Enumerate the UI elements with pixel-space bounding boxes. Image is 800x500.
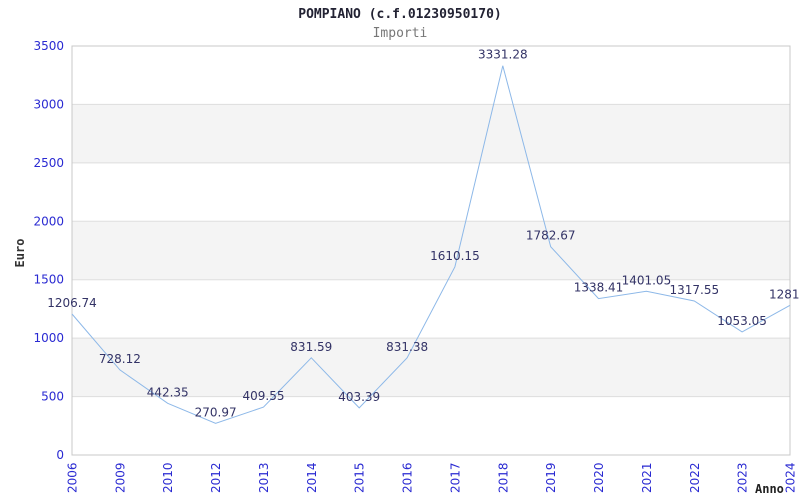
x-axis-title: Anno	[755, 482, 784, 496]
y-tick-label: 1500	[33, 273, 64, 287]
page-title: POMPIANO (c.f.01230950170)	[298, 7, 502, 22]
data-point-label: 409.55	[243, 389, 285, 403]
data-point-label: 1338.41	[574, 281, 624, 295]
data-point-label: 1610.15	[430, 249, 480, 263]
x-tick-label: 2010	[161, 462, 175, 493]
data-point-label: 831.38	[386, 340, 428, 354]
grid-band	[72, 221, 790, 280]
chart-subtitle: Importi	[372, 26, 428, 41]
data-point-label: 1206.74	[47, 296, 97, 310]
data-line	[71, 65, 791, 424]
x-tick-label: 2021	[640, 462, 654, 493]
x-tick-label: 2014	[305, 462, 319, 493]
data-point-label: 1317.55	[669, 283, 719, 297]
data-point-label: 442.35	[147, 385, 189, 399]
data-point-label: 728.12	[99, 352, 141, 366]
x-tick-label: 2017	[448, 462, 462, 493]
data-point-label: 1782.67	[526, 229, 576, 243]
x-tick-label: 2006	[66, 462, 80, 493]
x-tick-label: 2012	[209, 462, 223, 493]
grid-band	[72, 338, 790, 397]
data-point-label: 831.59	[290, 340, 332, 354]
x-tick-label: 2020	[592, 462, 606, 493]
data-point-label: 403.39	[338, 390, 380, 404]
data-point-label: 1281.3	[769, 287, 800, 301]
x-tick-label: 2009	[113, 462, 127, 493]
data-point-label: 1053.05	[717, 314, 767, 328]
grid-band	[72, 104, 790, 163]
y-tick-label: 2000	[33, 214, 64, 228]
x-tick-label: 2013	[257, 462, 271, 493]
y-tick-label: 0	[56, 448, 64, 462]
data-point-label: 270.97	[195, 405, 237, 419]
x-tick-label: 2016	[401, 462, 415, 493]
x-tick-label: 2023	[736, 462, 750, 493]
data-point-label: 3331.28	[478, 48, 528, 62]
x-tick-label: 2019	[544, 462, 558, 493]
y-tick-label: 2500	[33, 156, 64, 170]
plot-border	[71, 45, 791, 456]
y-tick-label: 3500	[33, 39, 64, 53]
y-tick-label: 1000	[33, 331, 64, 345]
y-tick-label: 500	[41, 390, 64, 404]
x-tick-label: 2022	[688, 462, 702, 493]
x-tick-label: 2018	[496, 462, 510, 493]
data-point-label: 1401.05	[622, 273, 672, 287]
y-tick-label: 3000	[33, 97, 64, 111]
x-tick-label: 2024	[784, 462, 798, 493]
x-tick-label: 2015	[353, 462, 367, 493]
